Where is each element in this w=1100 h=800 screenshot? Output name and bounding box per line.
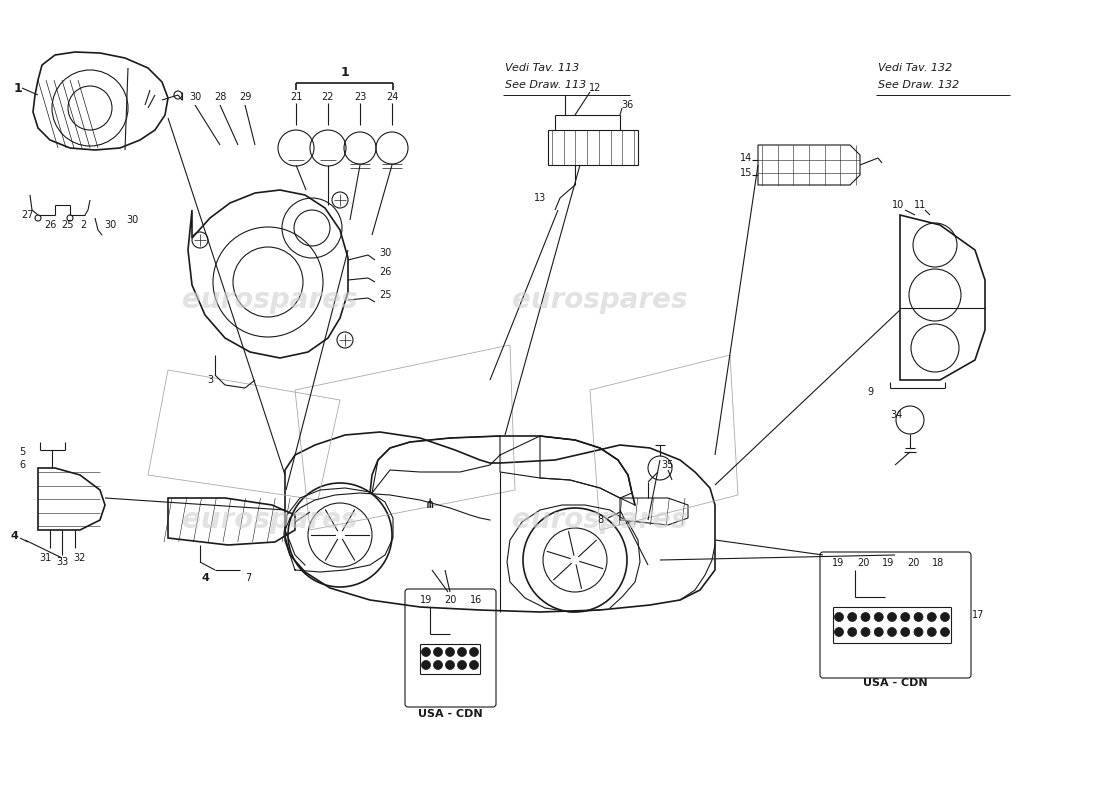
Text: 35: 35 [662,460,674,470]
Text: 8: 8 [597,515,603,525]
Text: 18: 18 [932,558,944,568]
Text: 25: 25 [60,220,74,230]
Text: 10: 10 [892,200,904,210]
Text: 26: 26 [44,220,56,230]
Text: eurospares: eurospares [183,506,358,534]
Text: Vedi Tav. 113: Vedi Tav. 113 [505,63,580,73]
Circle shape [433,661,442,670]
Circle shape [848,613,857,622]
Text: 7: 7 [245,573,251,583]
Text: 26: 26 [378,267,392,277]
Circle shape [874,613,883,622]
Text: 19: 19 [420,595,432,605]
Text: eurospares: eurospares [513,286,688,314]
Circle shape [940,627,949,637]
Circle shape [446,647,454,657]
Text: 4: 4 [10,531,18,541]
Text: 1: 1 [341,66,350,78]
Text: 15: 15 [740,168,752,178]
Circle shape [914,613,923,622]
Text: 5: 5 [19,447,25,457]
Text: 30: 30 [189,92,201,102]
Text: 21: 21 [289,92,302,102]
Text: 30: 30 [125,215,139,225]
Text: 11: 11 [914,200,926,210]
Text: USA - CDN: USA - CDN [418,709,482,719]
Text: 31: 31 [39,553,51,563]
Circle shape [421,647,430,657]
Text: 27: 27 [22,210,34,220]
Text: 32: 32 [74,553,86,563]
Circle shape [914,627,923,637]
Circle shape [888,627,896,637]
Circle shape [940,613,949,622]
Text: 6: 6 [19,460,25,470]
Text: 24: 24 [386,92,398,102]
Text: 16: 16 [470,595,482,605]
Text: eurospares: eurospares [183,286,358,314]
Circle shape [421,661,430,670]
Text: 22: 22 [321,92,334,102]
Text: 28: 28 [213,92,227,102]
Circle shape [433,647,442,657]
Text: 2: 2 [80,220,86,230]
Circle shape [874,627,883,637]
Circle shape [927,627,936,637]
Circle shape [835,613,844,622]
Text: 1: 1 [13,82,22,94]
Circle shape [458,647,466,657]
Circle shape [446,661,454,670]
Circle shape [470,661,478,670]
Circle shape [901,627,910,637]
Text: 30: 30 [378,248,392,258]
Text: 34: 34 [890,410,902,420]
Text: Vedi Tav. 132: Vedi Tav. 132 [878,63,953,73]
Text: 19: 19 [882,558,894,568]
Text: 19: 19 [832,558,844,568]
Text: 4: 4 [201,573,209,583]
Text: 20: 20 [857,558,869,568]
Text: 29: 29 [239,92,251,102]
Text: eurospares: eurospares [513,506,688,534]
Text: ⋔: ⋔ [425,498,436,511]
Text: 3: 3 [207,375,213,385]
Text: 9: 9 [867,387,873,397]
Text: 30: 30 [103,220,117,230]
Text: 20: 20 [443,595,456,605]
Text: 14: 14 [740,153,752,163]
Circle shape [458,661,466,670]
Circle shape [861,613,870,622]
Text: 20: 20 [906,558,920,568]
Circle shape [888,613,896,622]
Circle shape [848,627,857,637]
Circle shape [835,627,844,637]
Text: 13: 13 [534,193,546,203]
Circle shape [927,613,936,622]
Circle shape [901,613,910,622]
Text: 12: 12 [588,83,602,93]
Text: 17: 17 [971,610,984,620]
Text: 23: 23 [354,92,366,102]
Text: 33: 33 [56,557,68,567]
Text: USA - CDN: USA - CDN [862,678,927,688]
Text: 25: 25 [378,290,392,300]
Text: 36: 36 [620,100,634,110]
Circle shape [470,647,478,657]
Text: See Draw. 113: See Draw. 113 [505,80,586,90]
Text: See Draw. 132: See Draw. 132 [878,80,959,90]
Circle shape [861,627,870,637]
